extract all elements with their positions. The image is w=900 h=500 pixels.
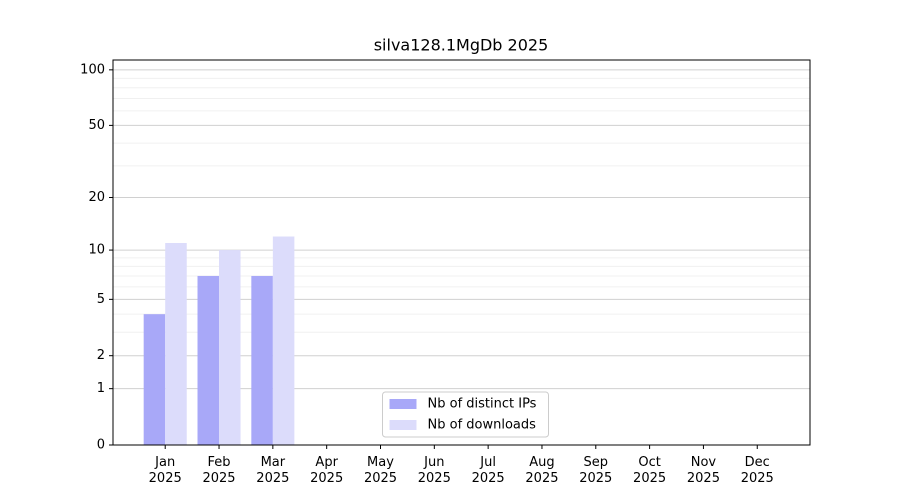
chart-title: silva128.1MgDb 2025 (374, 36, 549, 55)
y-tick-label: 2 (97, 348, 105, 363)
x-tick-label-line: 2025 (741, 471, 774, 486)
y-tick-label: 0 (97, 438, 105, 453)
y-tick-label: 1 (97, 381, 105, 396)
x-tick-label-line: 2025 (472, 471, 505, 486)
x-tick-label: Nov 2025 (687, 455, 720, 486)
x-tick-label-line: Feb (208, 455, 231, 470)
x-tick-label-line: Jan (154, 455, 175, 470)
bar (272, 236, 295, 445)
bar (251, 275, 273, 445)
x-tick-label: Mar 2025 (256, 455, 289, 486)
x-tick-label: Oct 2025 (633, 455, 666, 486)
x-tick-label-line: Oct (638, 455, 660, 470)
x-tick-label-line: 2025 (418, 471, 451, 486)
bar (143, 314, 166, 445)
bar (165, 243, 187, 445)
x-tick-label-line: Sep (584, 455, 609, 470)
x-tick-label-line: 2025 (579, 471, 612, 486)
x-tick-label: Dec 2025 (741, 455, 774, 486)
x-tick-label-line: 2025 (202, 471, 235, 486)
x-tick-label-line: Jun (423, 455, 444, 470)
y-tick-label: 50 (88, 118, 105, 133)
x-tick-label-line: May (367, 455, 394, 470)
bar (219, 250, 241, 445)
x-tick-label-line: 2025 (149, 471, 182, 486)
x-tick-label-line: 2025 (525, 471, 558, 486)
legend-label: Nb of downloads (428, 418, 537, 433)
bar (197, 275, 220, 445)
legend-box (382, 391, 549, 438)
x-tick-label: Aug 2025 (525, 455, 558, 486)
x-tick-label: Apr 2025 (310, 455, 343, 486)
x-tick-label: Jul 2025 (472, 455, 505, 486)
x-tick-label-line: Mar (261, 455, 286, 470)
x-tick-label-line: 2025 (364, 471, 397, 486)
x-tick-label-line: Dec (745, 455, 770, 470)
plot-frame (112, 59, 811, 446)
x-tick-label: Sep 2025 (579, 455, 612, 486)
y-tick-label: 100 (80, 62, 105, 77)
x-tick-label-line: Apr (315, 455, 338, 470)
x-tick-label-line: Nov (691, 455, 717, 470)
x-tick-label-line: Aug (529, 455, 554, 470)
legend-label: Nb of distinct IPs (428, 397, 537, 412)
legend-swatch (389, 420, 417, 430)
x-tick-label-line: 2025 (633, 471, 666, 486)
x-tick-label: Feb 2025 (202, 455, 235, 486)
x-tick-label-line: 2025 (256, 471, 289, 486)
y-tick-label: 20 (88, 190, 105, 205)
x-tick-label-line: 2025 (310, 471, 343, 486)
x-tick-label: Jun 2025 (418, 455, 451, 486)
legend-swatch (389, 399, 417, 409)
x-tick-label-line: Jul (479, 455, 496, 470)
x-tick-label-line: 2025 (687, 471, 720, 486)
y-tick-label: 5 (97, 292, 105, 307)
x-tick-label: May 2025 (364, 455, 397, 486)
y-tick-label: 10 (88, 243, 105, 258)
x-tick-label: Jan 2025 (149, 455, 182, 486)
